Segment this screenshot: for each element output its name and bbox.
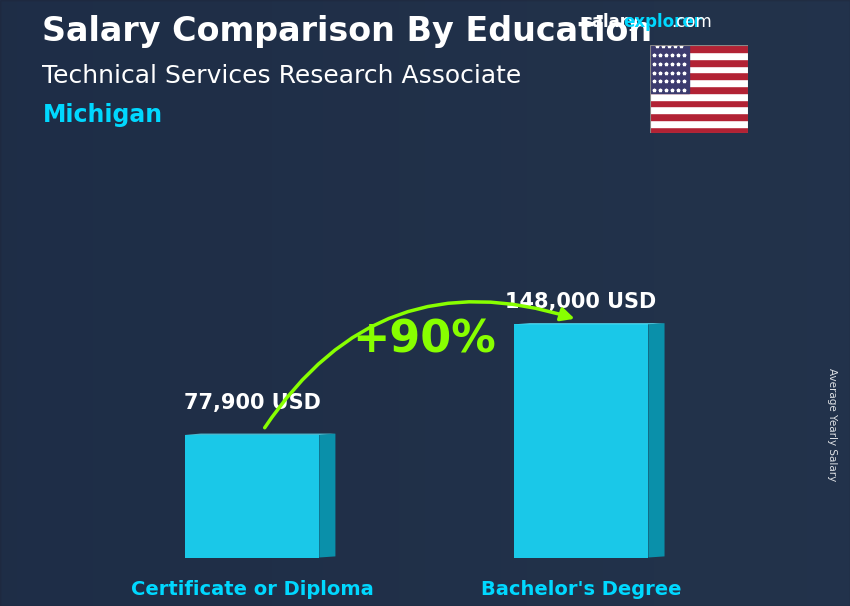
Text: Michigan: Michigan [42, 103, 162, 127]
Text: salary: salary [582, 13, 639, 32]
Text: 148,000 USD: 148,000 USD [506, 291, 657, 311]
Polygon shape [184, 434, 336, 435]
Bar [650, 52, 748, 59]
Text: Bachelor's Degree: Bachelor's Degree [481, 579, 682, 599]
Text: +90%: +90% [352, 319, 496, 362]
Text: explorer: explorer [623, 13, 702, 32]
Polygon shape [320, 434, 336, 558]
Polygon shape [649, 323, 665, 558]
Bar [650, 127, 748, 133]
Bar [650, 86, 748, 93]
Text: Average Yearly Salary: Average Yearly Salary [827, 368, 837, 481]
Bar [650, 106, 748, 113]
Bar [650, 120, 748, 127]
Bar [650, 99, 748, 106]
Polygon shape [513, 323, 665, 324]
Text: .com: .com [672, 13, 712, 32]
Text: Certificate or Diploma: Certificate or Diploma [131, 579, 373, 599]
Bar [650, 73, 748, 79]
Bar [650, 59, 748, 65]
Bar [184, 435, 320, 558]
Bar [650, 45, 748, 52]
Bar [650, 113, 748, 120]
Text: Technical Services Research Associate: Technical Services Research Associate [42, 64, 522, 88]
Text: 77,900 USD: 77,900 USD [184, 393, 320, 413]
Bar [650, 93, 748, 99]
Bar [513, 324, 649, 558]
Text: Salary Comparison By Education: Salary Comparison By Education [42, 15, 653, 48]
Bar [650, 65, 748, 73]
Bar [650, 79, 748, 86]
Bar [650, 45, 689, 93]
